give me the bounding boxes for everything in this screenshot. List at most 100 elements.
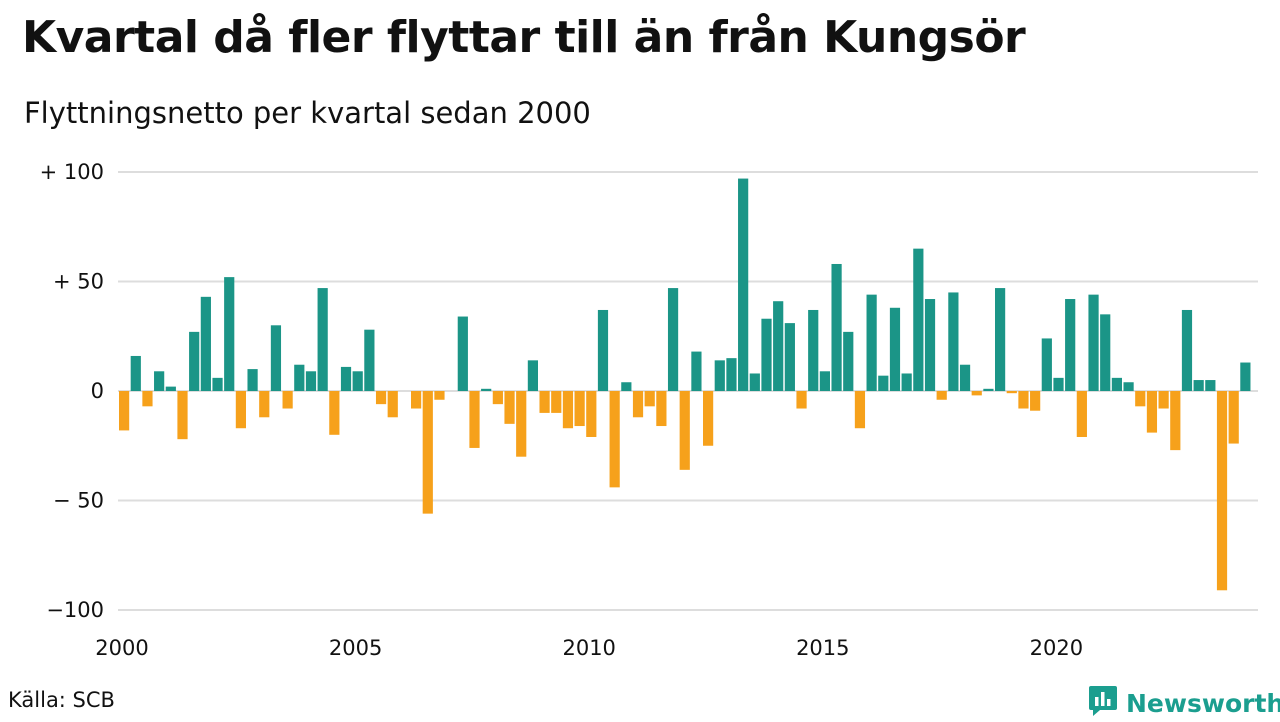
bar (422, 391, 433, 514)
bar (1205, 380, 1216, 391)
bar (1100, 314, 1111, 391)
x-tick-label: 2015 (796, 636, 849, 660)
bar (878, 375, 889, 391)
bar (644, 391, 655, 407)
y-tick-label: 0 (91, 379, 104, 403)
bar (773, 301, 784, 391)
bar (679, 391, 690, 470)
bar (375, 391, 387, 405)
y-tick-label: + 50 (53, 270, 104, 294)
bar (189, 331, 200, 391)
bar (632, 391, 644, 418)
bar (352, 371, 363, 391)
bar (516, 391, 527, 457)
bar (492, 391, 503, 405)
bar (574, 391, 585, 427)
bar (1240, 362, 1251, 391)
bar (247, 369, 258, 391)
bar (995, 288, 1006, 391)
bar (329, 391, 340, 435)
bar (959, 364, 971, 391)
bar (1193, 380, 1204, 391)
bar (703, 391, 714, 446)
bar (667, 288, 679, 391)
bar (282, 391, 293, 409)
bar (259, 391, 270, 418)
bar (1135, 391, 1146, 407)
bar (411, 391, 422, 409)
bar (434, 391, 445, 400)
bar (212, 377, 223, 391)
bar (609, 391, 620, 488)
bar (562, 391, 574, 429)
x-tick-label: 2010 (562, 636, 615, 660)
bar (726, 358, 737, 391)
bar (901, 373, 912, 391)
bar (1076, 391, 1087, 437)
bars (119, 178, 1251, 591)
bar (1146, 391, 1158, 433)
bar (165, 386, 176, 391)
bar (457, 316, 468, 391)
bar (1065, 299, 1076, 391)
bar (539, 391, 550, 413)
bar (1181, 309, 1193, 391)
chart-title: Kvartal då fler flyttar till än från Kun… (22, 12, 1026, 63)
bar (364, 329, 375, 391)
bar (1158, 391, 1169, 409)
bar (843, 331, 854, 391)
bar (913, 248, 924, 391)
brand-name: Newsworthy (1126, 688, 1280, 718)
bar (1111, 377, 1122, 391)
bar (200, 296, 211, 391)
bar (983, 388, 994, 391)
bar (340, 366, 352, 391)
bar (808, 309, 819, 391)
bar (1018, 391, 1029, 409)
source-note: Källa: SCB (8, 688, 115, 712)
bar (784, 323, 795, 391)
x-tick-label: 2000 (95, 636, 148, 660)
bar (621, 382, 632, 391)
chart-subtitle: Flyttningsnetto per kvartal sedan 2000 (24, 96, 591, 130)
bar (154, 371, 165, 391)
bar (796, 391, 807, 409)
bar (1228, 391, 1239, 444)
bar (1123, 382, 1134, 391)
bar (1006, 391, 1017, 394)
bar (738, 178, 749, 391)
bar (270, 325, 282, 391)
bar (761, 318, 772, 391)
bar (130, 355, 141, 391)
bar (551, 391, 562, 413)
bar (305, 371, 317, 391)
y-tick-label: + 100 (40, 160, 104, 184)
brand-logo: Newsworthy (1088, 684, 1280, 722)
bar (469, 391, 480, 448)
bar (177, 391, 188, 440)
bar (235, 391, 246, 429)
bar (1088, 294, 1099, 391)
bar (317, 288, 328, 391)
bar (691, 351, 702, 391)
bar (971, 391, 982, 396)
x-tick-label: 2005 (329, 636, 382, 660)
bar (294, 364, 305, 391)
bar (481, 388, 492, 391)
x-tick-label: 2020 (1030, 636, 1083, 660)
y-tick-label: −100 (46, 598, 104, 622)
bar (889, 307, 901, 391)
bar (948, 292, 959, 391)
y-axis-tick-labels: + 100 + 50 0 − 50 −100 (40, 160, 104, 622)
bar (1030, 391, 1041, 411)
bar-chart: + 100 + 50 0 − 50 −100 2000 2005 2010 2015 2020 (40, 160, 1258, 660)
y-tick-label: − 50 (53, 489, 104, 513)
bar (527, 360, 538, 391)
bar-chart-logo-icon (1088, 684, 1118, 722)
bar (936, 391, 947, 400)
bar (1216, 391, 1228, 591)
bar (586, 391, 597, 437)
bar (1170, 391, 1181, 451)
bar (819, 371, 830, 391)
bar (1041, 338, 1052, 391)
